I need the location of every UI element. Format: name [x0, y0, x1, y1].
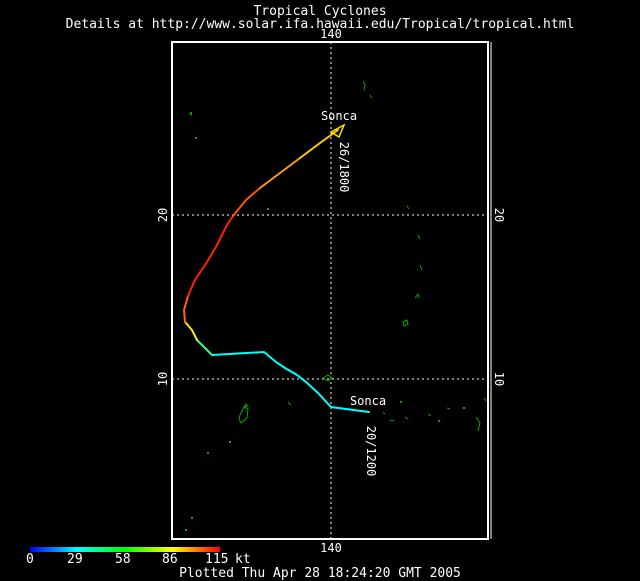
island-shape	[242, 403, 249, 408]
storm-time-start: 20/1200	[364, 426, 378, 477]
island-shape	[419, 264, 423, 271]
track-seg-green	[196, 339, 213, 356]
island-shape	[404, 416, 409, 420]
plotted-timestamp: Plotted Thu Apr 28 18:24:20 GMT 2005	[179, 566, 461, 581]
island-shape	[406, 205, 410, 210]
island-dot	[207, 452, 209, 454]
island-shape	[483, 397, 487, 402]
island-shape	[475, 416, 481, 432]
lat-20-left: 20	[156, 208, 170, 222]
legend-tick-2: 58	[115, 552, 131, 567]
track-arrow-icon	[329, 123, 346, 139]
lon-label-top: 140	[320, 27, 342, 41]
lat-10-left: 10	[156, 372, 170, 386]
island-dot	[438, 420, 440, 422]
island-shape	[322, 374, 333, 382]
storm-track	[182, 129, 370, 413]
intensity-colorbar	[30, 547, 220, 552]
storm-name-start: Sonca	[350, 394, 386, 408]
lat-20-right: 20	[492, 208, 506, 222]
island-shape	[369, 94, 373, 99]
island-dot	[195, 137, 197, 139]
track-seg-cyan	[211, 350, 370, 413]
island-shape	[402, 319, 409, 327]
track-seg-red	[187, 215, 234, 297]
island-shape	[351, 399, 356, 403]
island-shape	[238, 406, 249, 424]
storm-time-end: 26/1800	[337, 142, 351, 193]
lon-label-bottom: 140	[320, 541, 342, 555]
track-seg-yellow2	[299, 129, 339, 159]
island-shape	[414, 292, 420, 299]
lat-10-right: 10	[492, 372, 506, 386]
land-outlines	[238, 80, 487, 432]
map-frame	[171, 41, 489, 540]
land-dots	[185, 112, 465, 531]
island-dot	[190, 112, 192, 115]
island-shape	[287, 401, 292, 406]
island-dot	[185, 529, 187, 531]
track-seg-yellow	[184, 321, 198, 341]
island-dot	[267, 208, 269, 210]
island-shape	[362, 80, 366, 91]
island-shape	[446, 407, 451, 410]
map-title: Tropical Cyclones	[253, 4, 387, 19]
graticule	[172, 42, 490, 539]
island-shape	[382, 411, 386, 415]
legend-unit: kt	[235, 552, 251, 567]
legend-tick-3: 86	[162, 552, 178, 567]
legend-tick-4: 115	[205, 552, 229, 567]
track-seg-orange	[182, 295, 189, 323]
track-seg-redorange	[232, 187, 261, 217]
island-dot	[463, 407, 465, 409]
island-shape	[417, 234, 421, 240]
legend-tick-1: 29	[67, 552, 83, 567]
island-shape	[389, 419, 395, 422]
island-dot	[229, 441, 231, 443]
island-dot	[400, 401, 402, 403]
legend-tick-0: 0	[26, 552, 34, 567]
storm-name-end: Sonca	[321, 109, 357, 123]
island-shape	[427, 413, 432, 417]
island-dot	[191, 517, 193, 519]
track-seg-orange2	[259, 157, 301, 189]
details-url[interactable]: Details at http://www.solar.ifa.hawaii.e…	[65, 17, 575, 32]
